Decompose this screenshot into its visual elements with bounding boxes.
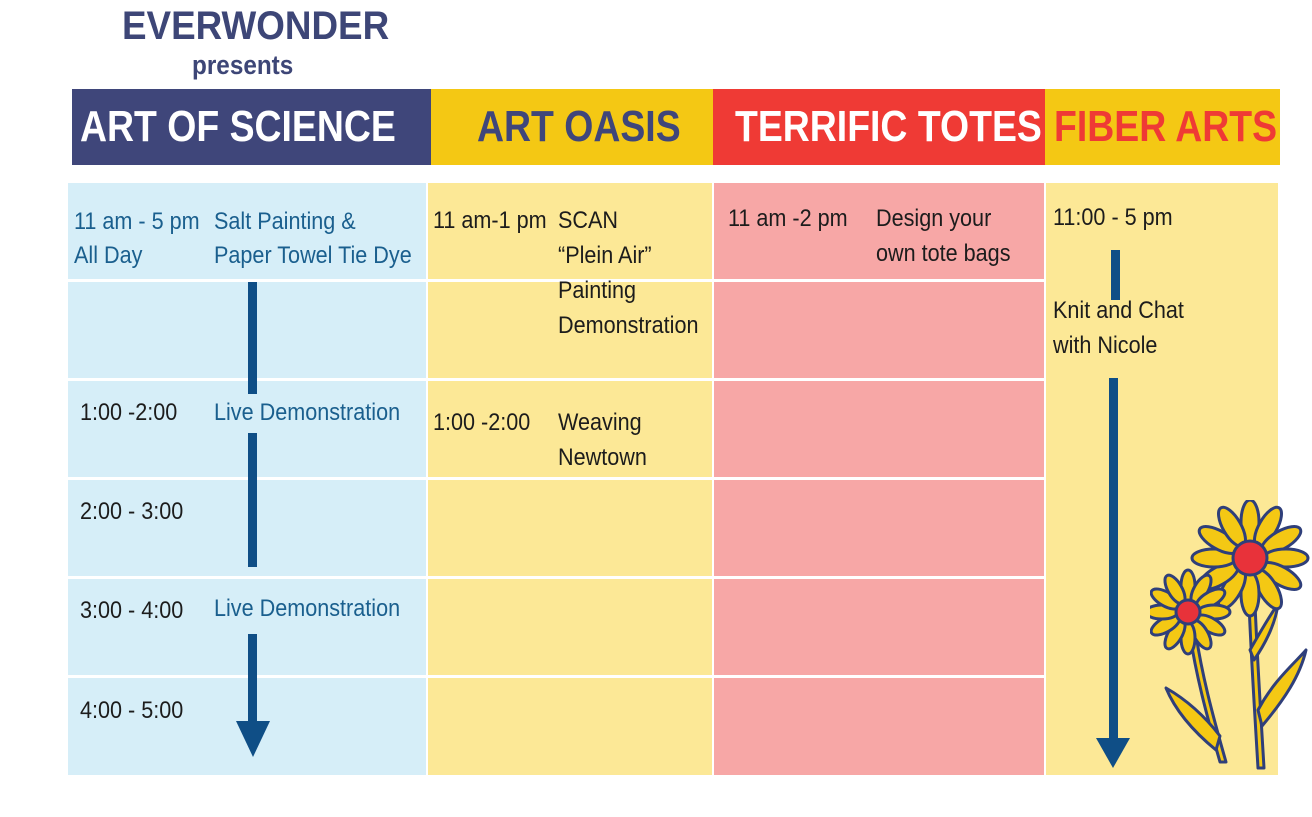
header-art-of-science-label: ART OF SCIENCE bbox=[80, 102, 396, 151]
oasis-row1-event-b: “Plein Air” bbox=[558, 242, 652, 269]
fiber-event-a: Knit and Chat bbox=[1053, 297, 1184, 324]
arrow-down-icon bbox=[1096, 738, 1130, 768]
row-divider bbox=[68, 279, 1045, 282]
row-divider bbox=[68, 576, 1045, 579]
header-art-oasis: ART OASIS bbox=[431, 89, 713, 165]
column-separator bbox=[712, 183, 714, 775]
header-terrific-totes-label: TERRIFIC TOTES bbox=[735, 102, 1042, 151]
duration-bar bbox=[248, 282, 257, 394]
row-divider bbox=[68, 477, 1045, 480]
flower-illustration bbox=[1150, 500, 1310, 770]
duration-bar bbox=[1111, 250, 1120, 300]
header-fiber-arts-label: FIBER ARTS bbox=[1054, 102, 1278, 151]
duration-bar bbox=[248, 634, 257, 722]
aos-row1-event-a: Salt Painting & bbox=[214, 208, 356, 235]
fiber-event-b: with Nicole bbox=[1053, 332, 1158, 359]
presents-text: presents bbox=[192, 50, 294, 80]
aos-row5-event: Live Demonstration bbox=[214, 595, 401, 622]
aos-row1-time-b: All Day bbox=[74, 242, 143, 269]
fiber-time: 11:00 - 5 pm bbox=[1053, 204, 1173, 231]
aos-row5-time: 3:00 - 4:00 bbox=[80, 597, 184, 624]
totes-row1-event-a: Design your bbox=[876, 205, 992, 232]
duration-bar bbox=[248, 433, 257, 567]
aos-row4-time: 2:00 - 3:00 bbox=[80, 498, 184, 525]
row-divider bbox=[68, 675, 1045, 678]
brand-name: EVERWONDER bbox=[122, 4, 390, 48]
oasis-row1-event-c: Painting bbox=[558, 277, 637, 304]
header-fiber-arts: FIBER ARTS bbox=[1045, 89, 1280, 165]
column-separator bbox=[1044, 183, 1046, 775]
aos-row3-event: Live Demonstration bbox=[214, 399, 401, 426]
arrow-down-icon bbox=[236, 721, 270, 757]
totes-row1-time: 11 am -2 pm bbox=[728, 205, 848, 232]
oasis-row1-event-d: Demonstration bbox=[558, 312, 699, 339]
column-fiber-arts bbox=[1045, 183, 1278, 775]
aos-row3-time: 1:00 -2:00 bbox=[80, 399, 178, 426]
row-divider bbox=[68, 378, 1045, 381]
oasis-row3-event-b: Newtown bbox=[558, 444, 647, 471]
header-terrific-totes: TERRIFIC TOTES bbox=[713, 89, 1045, 165]
header-art-oasis-label: ART OASIS bbox=[477, 102, 681, 151]
header-art-of-science: ART OF SCIENCE bbox=[72, 89, 431, 165]
duration-bar bbox=[1109, 378, 1118, 740]
column-separator bbox=[426, 183, 428, 775]
oasis-row1-time: 11 am-1 pm bbox=[433, 207, 547, 234]
oasis-row3-time: 1:00 -2:00 bbox=[433, 409, 531, 436]
aos-row6-time: 4:00 - 5:00 bbox=[80, 697, 184, 724]
aos-row1-event-b: Paper Towel Tie Dye bbox=[214, 242, 412, 269]
totes-row1-event-b: own tote bags bbox=[876, 240, 1011, 267]
oasis-row3-event-a: Weaving bbox=[558, 409, 642, 436]
aos-row1-time-a: 11 am - 5 pm bbox=[74, 208, 200, 235]
oasis-row1-event-a: SCAN bbox=[558, 207, 619, 234]
